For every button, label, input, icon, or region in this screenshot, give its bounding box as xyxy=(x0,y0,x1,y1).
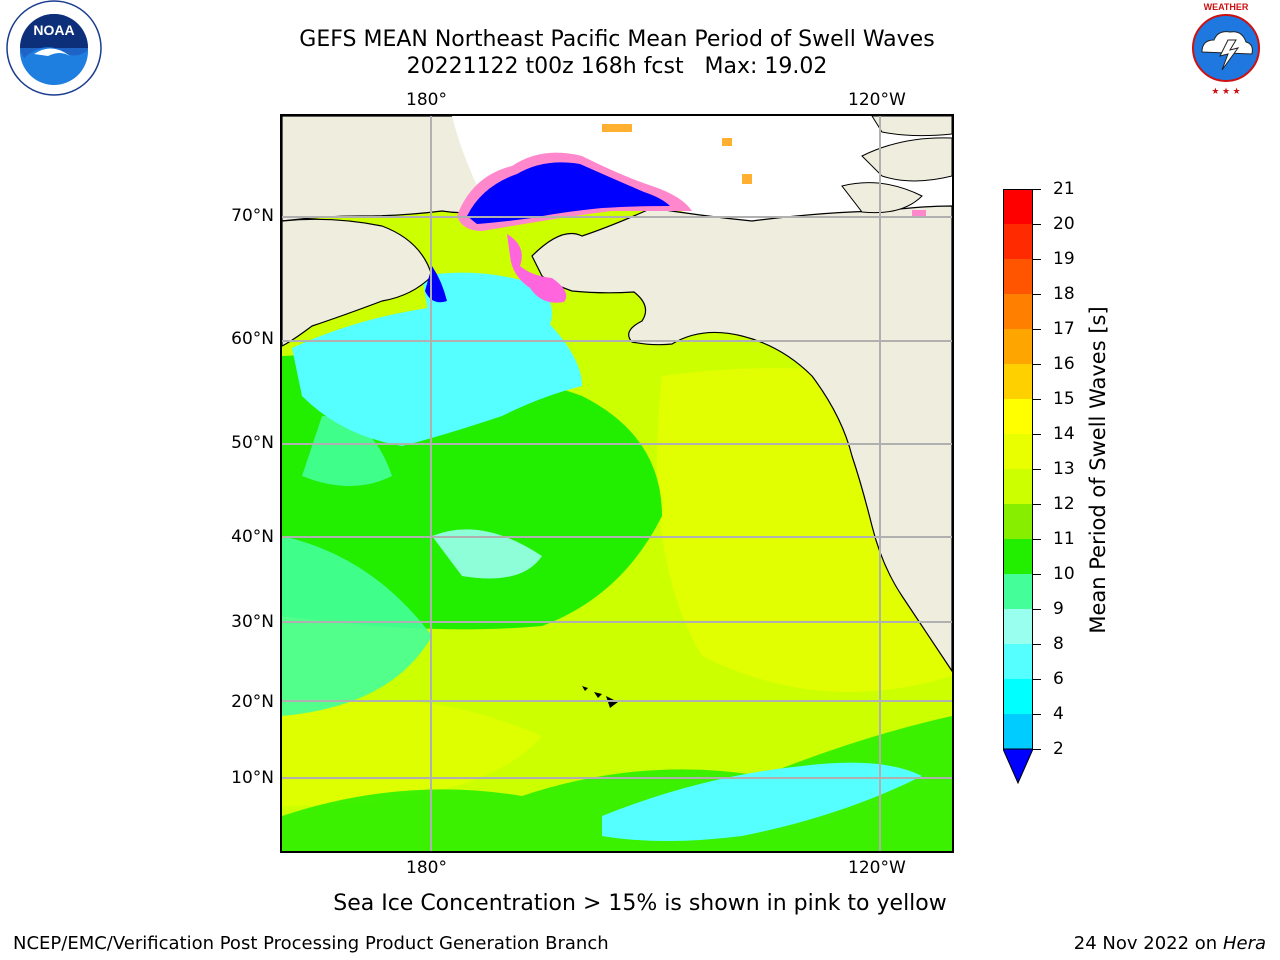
colorbar-tick-label: 10 xyxy=(1053,564,1075,584)
sea-ice-region xyxy=(467,162,670,224)
colorbar xyxy=(1002,189,1034,785)
colorbar-segment xyxy=(1003,224,1033,260)
colorbar-tick-label: 11 xyxy=(1053,529,1075,549)
colorbar-segment xyxy=(1003,259,1033,295)
lat-label-10n: 10°N xyxy=(231,768,274,788)
colorbar-segment xyxy=(1003,609,1033,645)
colorbar-segment xyxy=(1003,189,1033,225)
colorbar-tick-label: 9 xyxy=(1053,599,1064,619)
colorbar-tick-label: 6 xyxy=(1053,669,1064,689)
lon-label-top-180: 180° xyxy=(406,90,447,110)
graticule xyxy=(282,116,952,851)
colorbar-tick-label: 19 xyxy=(1053,249,1075,269)
colorbar-tick-label: 16 xyxy=(1053,354,1075,374)
colorbar-tick-mark xyxy=(1033,574,1041,575)
colorbar-tick-label: 21 xyxy=(1053,179,1075,199)
footer-date-text: 24 Nov 2022 on xyxy=(1073,933,1218,954)
svg-text:NOAA: NOAA xyxy=(33,22,74,38)
colorbar-segment xyxy=(1003,294,1033,330)
colorbar-segment xyxy=(1003,329,1033,365)
lon-label-bottom-120w: 120°W xyxy=(848,858,906,878)
colorbar-tick-label: 17 xyxy=(1053,319,1075,339)
colorbar-segment xyxy=(1003,714,1033,750)
footer-machine: Hera xyxy=(1222,933,1266,954)
lat-label-70n: 70°N xyxy=(231,206,274,226)
colorbar-tick-mark xyxy=(1033,434,1041,435)
colorbar-tick-mark xyxy=(1033,294,1041,295)
colorbar-tick-mark xyxy=(1033,364,1041,365)
land-north-america xyxy=(531,205,952,673)
colorbar-segment xyxy=(1003,644,1033,680)
colorbar-tick-mark xyxy=(1033,679,1041,680)
svg-text:WEATHER: WEATHER xyxy=(1204,2,1249,12)
svg-text:★ ★ ★: ★ ★ ★ xyxy=(1211,86,1240,96)
colorbar-tick-label: 15 xyxy=(1053,389,1075,409)
colorbar-tick-mark xyxy=(1033,399,1041,400)
colorbar-segment xyxy=(1003,469,1033,505)
lat-label-50n: 50°N xyxy=(231,433,274,453)
colorbar-tick-label: 8 xyxy=(1053,634,1064,654)
colorbar-segment xyxy=(1003,679,1033,715)
colorbar-tick-mark xyxy=(1033,329,1041,330)
colorbar-tick-mark xyxy=(1033,189,1041,190)
colorbar-tick-label: 2 xyxy=(1053,739,1064,759)
colorbar-tick-mark xyxy=(1033,469,1041,470)
sea-ice-note: Sea Ice Concentration > 15% is shown in … xyxy=(333,891,947,916)
colorbar-tick-label: 13 xyxy=(1053,459,1075,479)
colorbar-tick-mark xyxy=(1033,714,1041,715)
colorbar-segment xyxy=(1003,504,1033,540)
colorbar-title: Mean Period of Swell Waves [s] xyxy=(1086,306,1110,634)
lat-label-40n: 40°N xyxy=(231,527,274,547)
colorbar-tick-label: 4 xyxy=(1053,704,1064,724)
footer-date: 24 Nov 2022 on Hera xyxy=(1074,933,1266,954)
lat-label-30n: 30°N xyxy=(231,612,274,632)
colorbar-tick-mark xyxy=(1033,539,1041,540)
colorbar-extend-triangle xyxy=(1002,748,1034,785)
colorbar-tick-label: 12 xyxy=(1053,494,1075,514)
colorbar-segment xyxy=(1003,434,1033,470)
colorbar-segment xyxy=(1003,364,1033,400)
footer-producer: NCEP/EMC/Verification Post Processing Pr… xyxy=(13,933,609,954)
lat-label-60n: 60°N xyxy=(231,329,274,349)
map-subtitle: 20221122 t00z 168h fcst Max: 19.02 xyxy=(406,54,828,79)
colorbar-tick-mark xyxy=(1033,259,1041,260)
nws-logo: WEATHER ★ ★ ★ xyxy=(1176,0,1276,100)
colorbar-segment xyxy=(1003,399,1033,435)
noaa-logo: NOAA xyxy=(4,0,104,100)
colorbar-segment xyxy=(1003,539,1033,575)
lon-label-bottom-180: 180° xyxy=(406,858,447,878)
swell-cyan-south xyxy=(602,762,922,841)
colorbar-tick-mark xyxy=(1033,504,1041,505)
lat-label-20n: 20°N xyxy=(231,692,274,712)
map-title: GEFS MEAN Northeast Pacific Mean Period … xyxy=(299,27,935,52)
colorbar-tick-mark xyxy=(1033,644,1041,645)
colorbar-tick-mark xyxy=(1033,609,1041,610)
colorbar-tick-mark xyxy=(1033,749,1041,750)
colorbar-tick-mark xyxy=(1033,224,1041,225)
colorbar-tick-label: 20 xyxy=(1053,214,1075,234)
colorbar-tick-label: 18 xyxy=(1053,284,1075,304)
colorbar-segment xyxy=(1003,574,1033,610)
map-panel xyxy=(280,114,954,853)
lon-label-top-120w: 120°W xyxy=(848,90,906,110)
colorbar-tick-label: 14 xyxy=(1053,424,1075,444)
